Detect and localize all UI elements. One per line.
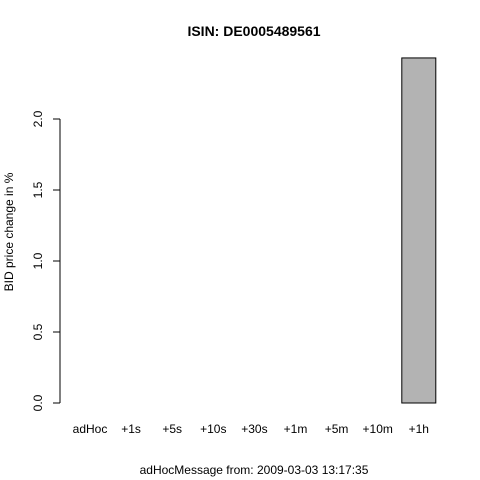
x-tick-label: adHoc [73,422,108,436]
y-tick-label: 0.0 [31,394,45,411]
y-tick-label: 2.0 [31,110,45,127]
x-tick-label: +10s [200,422,226,436]
y-tick-label: 1.5 [31,181,45,198]
bars [401,57,437,404]
chart-title: ISIN: DE0005489561 [187,23,320,39]
x-axis-label: adHocMessage from: 2009-03-03 13:17:35 [140,463,369,477]
y-axis: 0.0 0.5 1.0 1.5 2.0 [31,110,61,411]
x-tick-label: +5s [162,422,182,436]
y-axis-label: BID price change in % [2,172,16,291]
x-tick-labels: adHoc +1s +5s +10s +30s +1m +5m +10m +1h [73,422,429,436]
x-tick-label: +1m [284,422,308,436]
x-tick-label: +30s [241,422,267,436]
x-tick-label: +1h [409,422,429,436]
y-tick-label: 0.5 [31,323,45,340]
x-tick-label: +1s [121,422,141,436]
bar-+1h [401,57,437,404]
x-tick-label: +5m [325,422,349,436]
x-tick-label: +10m [363,422,393,436]
y-tick-label: 1.0 [31,252,45,269]
